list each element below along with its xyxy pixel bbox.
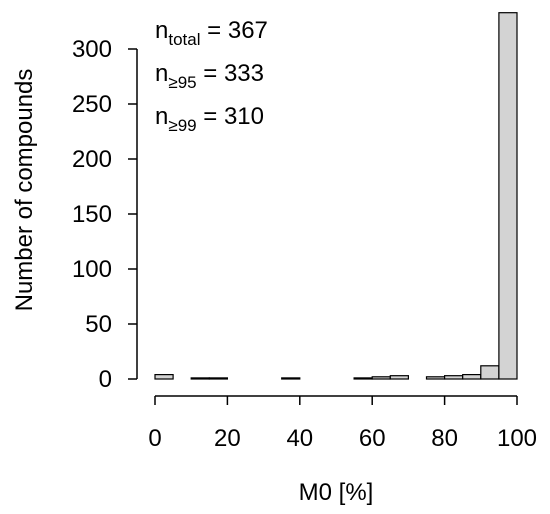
bar: [371, 376, 391, 380]
bar: [389, 375, 409, 380]
annotation-text: = 367: [201, 17, 268, 44]
annotation: ntotal = 367: [155, 17, 268, 49]
bar: [498, 12, 518, 380]
bar: [208, 377, 229, 380]
y-axis-label: Number of compounds: [11, 69, 38, 312]
bar: [281, 377, 301, 380]
bar: [462, 374, 482, 380]
y-tick-label: 300: [72, 36, 112, 63]
x-tick-label: 100: [497, 425, 537, 452]
y-tick-label: 100: [72, 256, 112, 283]
annotation-subscript: ≥99: [168, 116, 196, 135]
annotation: n≥95 = 333: [155, 60, 264, 92]
annotation-subscript: total: [168, 30, 200, 49]
x-tick-label: 20: [214, 425, 241, 452]
x-tick-label: 0: [148, 425, 161, 452]
y-tick-label: 50: [85, 311, 112, 338]
y-tick-label: 200: [72, 146, 112, 173]
bar: [154, 374, 174, 380]
annotation: n≥99 = 310: [155, 103, 264, 135]
bar: [353, 377, 373, 380]
annotation-subscript: ≥95: [168, 73, 196, 92]
y-tick-label: 150: [72, 201, 112, 228]
annotation-text: = 333: [197, 60, 264, 87]
y-tick-label: 250: [72, 91, 112, 118]
x-tick-label: 80: [431, 425, 458, 452]
bar: [444, 375, 464, 380]
annotation-text: = 310: [197, 103, 264, 130]
x-axis-label: M0 [%]: [299, 479, 374, 506]
y-tick-label: 0: [99, 366, 112, 393]
annotation-base: n: [155, 103, 168, 130]
x-tick-label: 60: [359, 425, 386, 452]
bar: [190, 377, 210, 380]
annotation-base: n: [155, 60, 168, 87]
bar: [425, 376, 446, 380]
annotation-base: n: [155, 17, 168, 44]
x-tick-label: 40: [286, 425, 313, 452]
bar: [480, 365, 500, 380]
